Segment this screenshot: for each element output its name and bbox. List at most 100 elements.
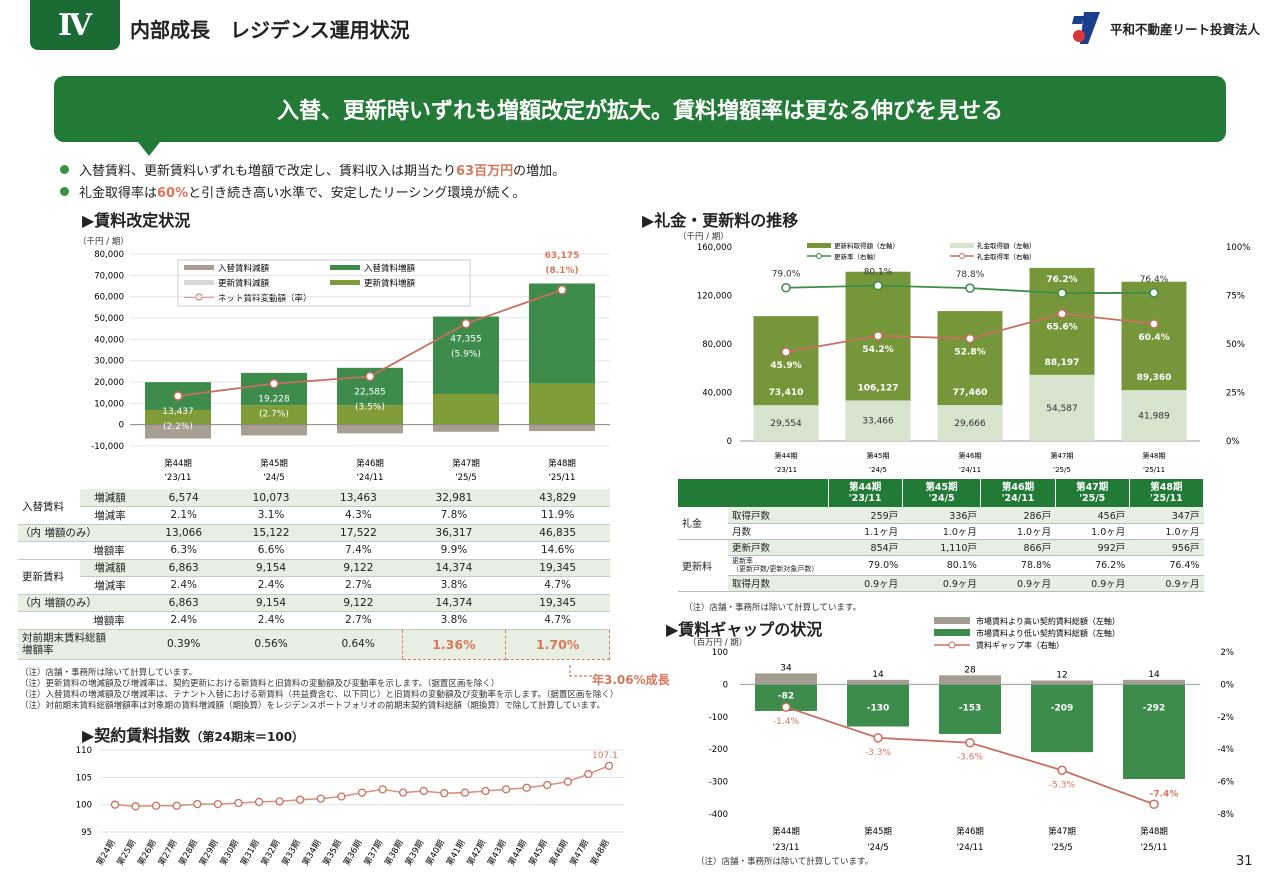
bar-replacement-decrease xyxy=(529,424,595,432)
rent-gap-rate-point xyxy=(1057,765,1067,776)
below-market-label: -292 xyxy=(1143,703,1166,713)
table-cell: 78.8% xyxy=(980,555,1056,576)
table-cell: 9.9% xyxy=(402,541,506,560)
rent-index-point xyxy=(296,795,305,804)
y-tick-label: 80,000 xyxy=(94,250,124,260)
x-tick-label: 第48期 xyxy=(548,458,576,469)
table-cell: 286戸 xyxy=(980,507,1056,524)
x-tick-label: 第45期 xyxy=(260,458,288,469)
company-logo-icon xyxy=(1072,12,1100,44)
row-group: 礼金 xyxy=(678,507,728,540)
y2-tick-label: -6% xyxy=(1217,778,1234,788)
x-tick-label: 第43期 xyxy=(485,838,508,868)
rent-revision-notes: （注）店舗・事務所は除いて計算しています。 （注）更新賃料の増減額及び増減率は、… xyxy=(20,668,618,712)
row-group: 更新料 xyxy=(678,539,728,592)
table-cell: 0.39% xyxy=(140,629,228,660)
row-label: 増額率 xyxy=(18,541,140,560)
note-line: （注）店舗・事務所は除いて計算しています。 xyxy=(20,668,198,678)
legend-label: 更新料取得額（左軸） xyxy=(834,241,899,250)
row-label: 取得月数 xyxy=(728,575,828,592)
table-cell: 2.4% xyxy=(140,611,228,630)
table-cell: 0.9ヶ月 xyxy=(1055,575,1130,592)
table-cell: 1.70% xyxy=(505,628,610,660)
renewal-rate-point xyxy=(1149,288,1159,298)
rent-revision-table: 入替賃料 増減額 6,574 10,073 13,463 32,981 43,829 増減率 2… xyxy=(18,489,610,660)
x-tick-label: 第42期 xyxy=(465,838,488,868)
x-tick-label: 第48期 xyxy=(1143,451,1166,460)
rent-gap-note: （注）店舗・事務所は除いて計算しています。 xyxy=(696,857,874,867)
rent-index-point xyxy=(604,761,614,771)
row-group: 更新賃料 xyxy=(18,559,80,595)
renewal-rate-point xyxy=(873,280,883,291)
net-change-rate-label: (2.7%) xyxy=(259,410,289,420)
x-tick-label: 第32期 xyxy=(259,838,282,868)
below-market-label: -153 xyxy=(959,703,982,713)
key-money-title: ▶礼金・更新料の推移 xyxy=(642,211,799,230)
net-change-rate-label: (3.5%) xyxy=(355,402,385,412)
note-line: （注）対前期末賃料総額増額率は対象期の賃料増減額（期換算）をレジデンスポートフォ… xyxy=(20,701,605,711)
x-tick-label: 第45期 xyxy=(526,838,549,868)
x-tick-sublabel: '24/5 xyxy=(869,466,887,474)
table-cell: 1.36% xyxy=(401,628,507,660)
rent-index-point xyxy=(399,788,408,797)
row-label: 増減率 xyxy=(80,506,140,525)
bar-replacement-decrease xyxy=(145,424,211,439)
key-money-rate-point xyxy=(1149,319,1159,329)
header-period: 第46期 xyxy=(1001,482,1035,493)
row-label-text: 取得戸数 xyxy=(732,510,771,522)
x-tick-label: 第41期 xyxy=(444,838,467,868)
legend-swatch xyxy=(807,243,831,248)
bar-key-money xyxy=(845,400,911,441)
rent-revision-chart: 入替賃料減額 入替賃料増額 更新賃料減額 更新賃料増額 ネット賃料変動額（率） … xyxy=(91,250,610,483)
y-tick-label: 40,000 xyxy=(94,335,124,345)
bar-key-money xyxy=(1121,390,1187,441)
rent-index-chart: 11010510095第24期第25期第26期第27期第28期第29期第30期第… xyxy=(76,746,624,868)
header-date: '25/11 xyxy=(1149,493,1183,504)
row-label: （内 増額のみ） xyxy=(18,594,140,612)
rent-index-point xyxy=(481,786,490,796)
key-money-chart: 更新料取得額（左軸） 礼金取得額（左軸） 更新率（右軸） 礼金取得率（右軸） 1… xyxy=(697,241,1250,474)
headline-banner: 入替、更新時いずれも増額改定が拡大。賃料増額率は更なる伸びを見せる xyxy=(54,76,1226,142)
y-tick-label: 110 xyxy=(76,746,92,756)
key-money-rate-label: 65.6% xyxy=(1046,323,1077,333)
table-cell: 19,345 xyxy=(505,559,610,577)
table-cell: 992戸 xyxy=(1055,539,1130,556)
table-cell: 7.8% xyxy=(402,506,506,525)
x-tick-label: 第35期 xyxy=(321,838,344,868)
y2-tick-label: 75% xyxy=(1226,292,1245,302)
x-tick-label: 第44期 xyxy=(506,838,529,868)
x-tick-sublabel: '25/11 xyxy=(1141,843,1168,853)
rent-index-point xyxy=(440,789,449,798)
key-money-legend: 更新料取得額（左軸） 礼金取得額（左軸） 更新率（右軸） 礼金取得率（右軸） xyxy=(805,241,1055,262)
renewal-rate-label: 76.2% xyxy=(1046,275,1077,285)
rent-index-point xyxy=(460,788,470,797)
legend-label: 入替賃料減額 xyxy=(218,263,270,274)
table-cell: 13,066 xyxy=(140,524,228,542)
above-market-label: 14 xyxy=(1148,670,1160,680)
rent-gap-rate-point xyxy=(873,733,883,743)
table-cell: 6.3% xyxy=(140,541,228,560)
bar-renewal-increase xyxy=(241,405,307,425)
legend-label: 更新賃料増額 xyxy=(364,278,416,289)
table-cell: 0.9ヶ月 xyxy=(980,575,1056,592)
below-market-label: -82 xyxy=(778,691,794,701)
table-cell: 0.9ヶ月 xyxy=(828,575,903,592)
y-tick-label: 0 xyxy=(727,437,732,447)
table-cell: 80.1% xyxy=(902,555,981,576)
table-cell: 6,574 xyxy=(140,489,228,507)
net-change-label: 22,585 xyxy=(354,387,386,397)
legend-label: 市場賃料より低い契約賃料総額（左軸） xyxy=(976,628,1120,638)
x-tick-label: 第45期 xyxy=(867,451,890,460)
table-cell: 0.56% xyxy=(227,629,315,660)
legend-label: 更新率（右軸） xyxy=(834,252,880,261)
y-tick-label: 40,000 xyxy=(702,389,732,399)
table-row: 増減率 2.1% 3.1% 4.3% 7.8% 11.9% xyxy=(18,506,610,525)
y-tick-label: 95 xyxy=(81,828,92,838)
renewal-fee-value-label: 88,197 xyxy=(1045,358,1080,368)
table-cell: 0.64% xyxy=(314,629,403,660)
rent-index-point xyxy=(563,777,572,786)
note-line: （注）入替賃料の増減額及び増減率は、テナント入替における新賃料（共益費含む、以下… xyxy=(20,690,619,700)
legend-marker xyxy=(816,253,822,259)
rent-gap-rate-point xyxy=(1149,799,1159,810)
rent-index-point xyxy=(131,802,140,811)
